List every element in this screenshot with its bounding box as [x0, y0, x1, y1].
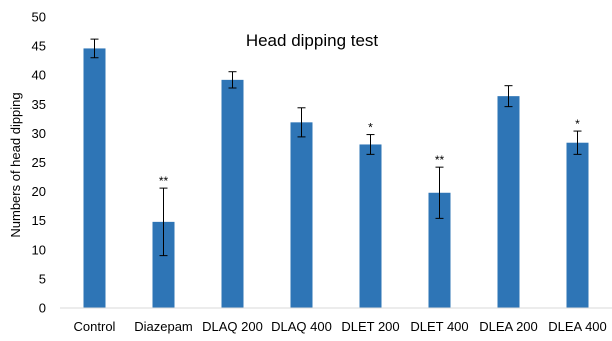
significance-marker: ** — [435, 153, 445, 167]
x-tick-label: Control — [74, 319, 116, 334]
y-tick-label: 5 — [39, 271, 46, 286]
y-tick-label: 45 — [32, 39, 46, 54]
x-tick-label: DLET 200 — [341, 319, 399, 334]
y-tick-label: 50 — [32, 10, 46, 25]
y-tick-label: 35 — [32, 97, 46, 112]
significance-markers: ****** — [159, 117, 580, 188]
bar — [221, 79, 244, 308]
y-tick-label: 25 — [32, 155, 46, 170]
y-axis: 0 5 10 15 20 25 30 35 40 45 50 — [32, 10, 46, 316]
x-tick-label: DLAQ 400 — [271, 319, 332, 334]
y-tick-label: 20 — [32, 184, 46, 199]
bar — [152, 221, 175, 308]
bar — [359, 144, 382, 308]
y-tick-label: 40 — [32, 68, 46, 83]
significance-marker: ** — [159, 174, 169, 188]
bars — [83, 48, 589, 308]
y-axis-title: Numbers of head dipping — [8, 92, 23, 237]
bar — [497, 96, 520, 308]
significance-marker: * — [368, 121, 373, 135]
x-tick-label: DLAQ 200 — [202, 319, 263, 334]
x-tick-label: DLET 400 — [410, 319, 468, 334]
bar — [83, 48, 106, 308]
y-tick-label: 15 — [32, 213, 46, 228]
x-tick-label: DLEA 400 — [548, 319, 607, 334]
bar — [290, 122, 313, 308]
significance-marker: * — [575, 117, 580, 131]
x-tick-label: DLEA 200 — [479, 319, 538, 334]
bar — [428, 192, 451, 308]
y-tick-label: 10 — [32, 242, 46, 257]
chart-title: Head dipping test — [246, 31, 379, 50]
x-tick-label: Diazepam — [134, 319, 193, 334]
x-axis: Control Diazepam DLAQ 200 DLAQ 400 DLET 200 D… — [74, 319, 607, 334]
y-tick-label: 0 — [39, 301, 46, 316]
error-bars — [90, 38, 582, 257]
y-tick-label: 30 — [32, 126, 46, 141]
bar — [566, 142, 589, 308]
